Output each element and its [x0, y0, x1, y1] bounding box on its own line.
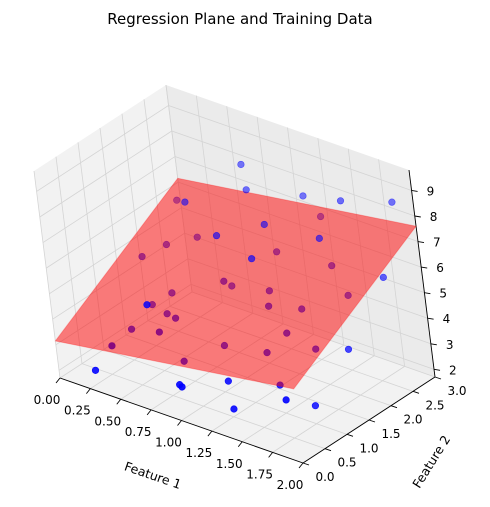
x-tick [86, 389, 90, 394]
data-point [182, 199, 189, 206]
x-tick [178, 421, 182, 426]
x-tick-label: 0.75 [125, 425, 152, 439]
z-tick [412, 190, 418, 191]
data-point [225, 378, 232, 385]
y-tick-label: 1.0 [359, 441, 378, 455]
x-tick-label: 1.25 [186, 446, 213, 460]
x-axis-label: Feature 1 [123, 459, 184, 492]
data-point [231, 406, 238, 413]
y-tick [347, 434, 353, 436]
data-point [345, 346, 352, 353]
y-tick-label: 2.5 [425, 398, 444, 412]
z-tick-label: 8 [430, 210, 438, 224]
x-tick-label: 1.75 [246, 467, 273, 481]
x-tick [56, 378, 60, 383]
x-tick-label: 1.50 [216, 457, 243, 471]
x-tick-label: 1.00 [155, 436, 182, 450]
z-tick [428, 318, 434, 319]
y-tick-label: 2.0 [403, 413, 422, 427]
data-point [337, 197, 344, 204]
z-tick [415, 216, 421, 217]
z-tick-label: 4 [443, 312, 451, 326]
x-tick [117, 399, 121, 404]
data-point [144, 301, 151, 308]
z-tick [431, 344, 437, 345]
z-tick [421, 267, 427, 268]
z-tick-label: 9 [427, 184, 435, 198]
x-tick [208, 431, 212, 436]
x-tick [299, 463, 303, 468]
z-tick [418, 242, 424, 243]
z-tick-label: 6 [436, 261, 444, 275]
data-point [179, 384, 186, 391]
chart-title: Regression Plane and Training Data [107, 10, 372, 28]
data-point [92, 367, 99, 374]
x-tick-label: 0.00 [34, 393, 61, 407]
z-tick-label: 2 [449, 363, 457, 377]
x-tick [269, 452, 273, 457]
y-tick [413, 391, 419, 393]
y-tick-label: 0.5 [337, 456, 356, 470]
y-tick [391, 406, 397, 408]
data-point [238, 161, 245, 168]
y-tick-label: 0.0 [315, 470, 334, 484]
data-point [243, 186, 250, 193]
z-tick-label: 3 [446, 338, 454, 352]
data-point [300, 193, 307, 200]
z-tick [424, 293, 430, 294]
x-tick-label: 0.50 [94, 414, 121, 428]
y-tick [435, 377, 441, 379]
x-tick [238, 442, 242, 447]
data-point [261, 221, 268, 228]
x-tick-label: 2.00 [277, 478, 304, 492]
x-tick-label: 0.25 [64, 404, 91, 418]
y-axis-label: Feature 2 [409, 433, 453, 491]
y-tick-label: 1.5 [381, 427, 400, 441]
y-tick [303, 463, 309, 465]
data-point [389, 199, 396, 206]
y-tick [325, 449, 331, 451]
y-tick [369, 420, 375, 422]
data-point [316, 235, 323, 242]
z-tick [434, 369, 440, 370]
y-tick-label: 3.0 [447, 384, 466, 398]
data-point [283, 397, 290, 404]
data-point [380, 274, 387, 281]
z-tick-label: 7 [433, 236, 441, 250]
data-point [213, 232, 220, 239]
z-tick-label: 5 [439, 287, 447, 301]
data-point [312, 402, 319, 409]
x-tick [147, 410, 151, 415]
data-point [248, 255, 255, 262]
